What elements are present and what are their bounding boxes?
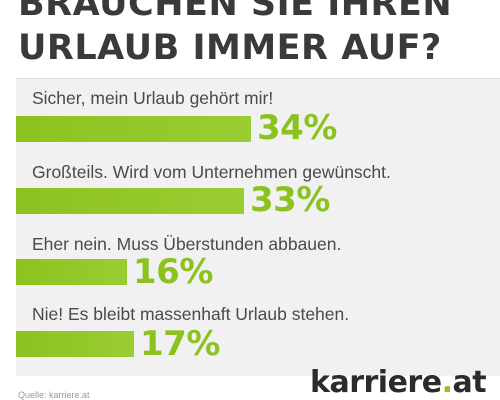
logo-dot: . xyxy=(441,365,453,400)
category-label-3: Eher nein. Muss Überstunden abbauen. xyxy=(32,234,342,254)
value-label-1: 34% xyxy=(257,108,337,148)
bar-3 xyxy=(16,259,127,285)
chart-panel: Sicher, mein Urlaub gehört mir! 34% Groß… xyxy=(16,78,500,376)
value-label-3: 16% xyxy=(133,252,213,292)
logo-suffix: at xyxy=(452,365,487,400)
value-label-2: 33% xyxy=(250,180,330,220)
chart-title-line-2: URLAUB IMMER AUF? xyxy=(18,28,442,68)
chart-title-line-1: BRAUCHEN SIE IHREN xyxy=(18,0,453,24)
bar-1 xyxy=(16,116,251,142)
category-label-4: Nie! Es bleibt massenhaft Urlaub stehen. xyxy=(32,304,350,324)
panel-divider xyxy=(16,78,500,79)
source-note: Quelle: karriere.at xyxy=(18,390,90,400)
logo-text: karriere xyxy=(310,365,442,400)
brand-logo: karriere.at xyxy=(310,365,487,400)
category-label-2: Großteils. Wird vom Unternehmen gewünsch… xyxy=(32,162,391,182)
category-label-1: Sicher, mein Urlaub gehört mir! xyxy=(32,88,274,108)
value-label-4: 17% xyxy=(140,324,220,364)
bar-4 xyxy=(16,331,134,357)
bar-2 xyxy=(16,188,244,214)
